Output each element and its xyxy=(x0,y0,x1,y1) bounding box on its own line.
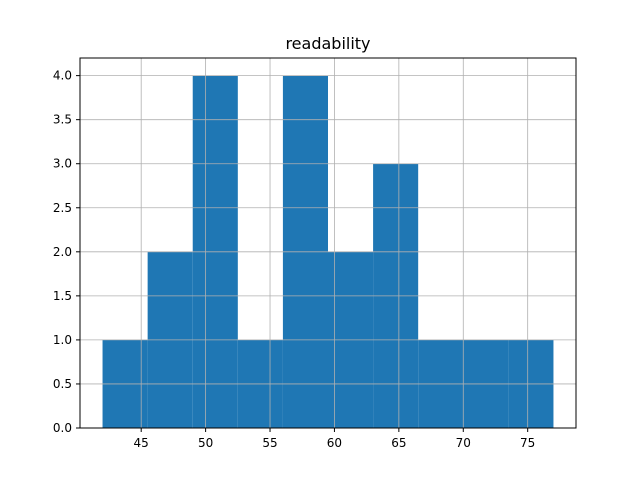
y-tick-label-4: 4.0 xyxy=(53,69,72,83)
y-tick-label-0: 0.0 xyxy=(53,421,72,435)
x-tick-label-55: 55 xyxy=(262,436,277,450)
x-tick-label-45: 45 xyxy=(134,436,149,450)
x-tick-label-60: 60 xyxy=(327,436,342,450)
y-tick-label-0.5: 0.5 xyxy=(53,377,72,391)
plot-frame xyxy=(79,57,577,429)
x-tick-label-75: 75 xyxy=(520,436,535,450)
y-tick-label-3: 3.0 xyxy=(53,157,72,171)
x-tick-label-70: 70 xyxy=(456,436,471,450)
chart-title: readability xyxy=(285,34,370,53)
y-tick-label-1.5: 1.5 xyxy=(53,289,72,303)
y-tick-label-2.5: 2.5 xyxy=(53,201,72,215)
y-tick-label-3.5: 3.5 xyxy=(53,113,72,127)
y-tick-label-1: 1.0 xyxy=(53,333,72,347)
y-tick-label-2: 2.0 xyxy=(53,245,72,259)
x-tick-label-50: 50 xyxy=(198,436,213,450)
axes-layer: 45 50 55 60 65 70 75 0.0 0.5 1.0 1.5 2.0 2.5 3.0 3.5 4.… xyxy=(53,57,577,450)
x-tick-label-65: 65 xyxy=(391,436,406,450)
